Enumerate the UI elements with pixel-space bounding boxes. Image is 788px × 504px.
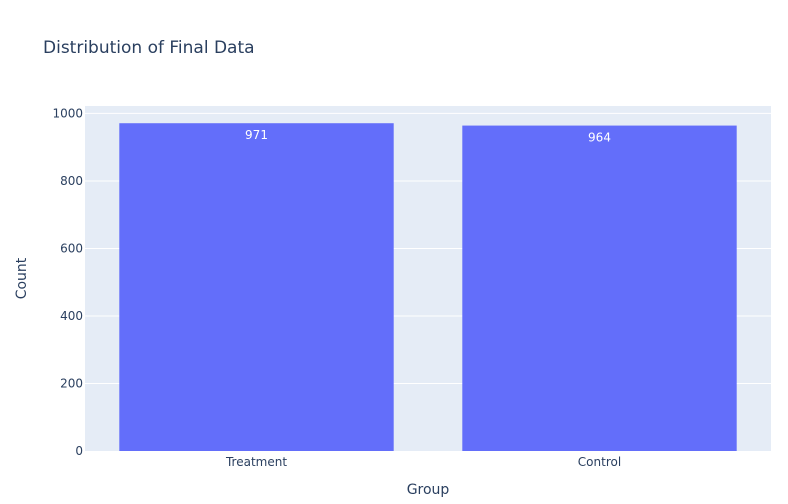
bars [119,123,737,451]
bar-value-label: 964 [588,131,611,145]
x-axis-ticks: Treatment Control [225,455,621,469]
bar-control [462,125,737,451]
x-tick-label: Treatment [225,455,287,469]
y-tick-label: 200 [60,376,83,390]
y-tick-label: 400 [60,309,83,323]
x-tick-label: Control [578,455,621,469]
y-tick-label: 0 [75,444,83,458]
y-axis-ticks: 0 200 400 600 800 1000 [52,106,83,458]
y-tick-label: 600 [60,241,83,255]
y-tick-label: 1000 [52,106,83,120]
x-axis-title: Group [407,482,450,498]
data-labels: 971 964 [245,128,611,144]
chart-title: Distribution of Final Data [43,38,255,58]
y-axis-title: Count [14,257,30,299]
bar-value-label: 971 [245,128,268,142]
bar-treatment [119,123,394,451]
y-tick-label: 800 [60,174,83,188]
